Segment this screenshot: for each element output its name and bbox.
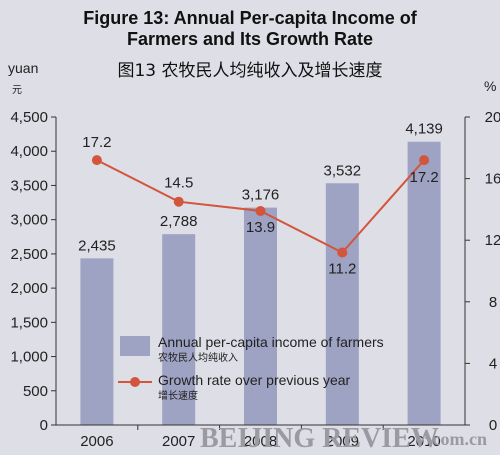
growth-rate-label: 17.2 (82, 134, 111, 151)
left-tick-label: 4,000 (10, 143, 48, 160)
income-bar-label: 2,435 (78, 237, 116, 254)
right-tick-label: 20 (485, 109, 500, 126)
income-bar (80, 258, 114, 425)
left-tick-label: 1,500 (10, 314, 48, 331)
legend-bar-label: Annual per-capita income of farmers (158, 334, 384, 350)
watermark: BEIJING REVIEW (200, 423, 439, 454)
growth-rate-point (255, 205, 266, 216)
right-tick-label: 4 (489, 355, 497, 372)
x-tick-label: 2006 (80, 433, 113, 450)
chart-title-line-2: Farmers and Its Growth Rate (127, 29, 373, 49)
left-axis-unit-cn: 元 (12, 85, 22, 96)
income-bar (407, 141, 441, 426)
income-bar (244, 207, 277, 425)
growth-rate-label: 11.2 (328, 261, 356, 278)
chart-title-line-1: Figure 13: Annual Per-capita Income of (83, 8, 417, 28)
x-tick-label: 2007 (162, 433, 195, 450)
growth-rate-label: 13.9 (246, 219, 275, 236)
left-tick-label: 500 (23, 383, 48, 400)
x-tick-label: 2009 (326, 433, 359, 450)
left-tick-label: 4,500 (10, 109, 48, 126)
left-tick-label: 0 (40, 417, 48, 434)
legend-line-label: Growth rate over previous year (158, 372, 351, 388)
income-bar-label: 3,532 (324, 162, 362, 179)
income-bar-label: 3,176 (242, 187, 280, 204)
legend-bar-swatch (120, 336, 150, 356)
right-tick-label: 8 (489, 294, 497, 311)
chart-title-cn: 图13 农牧民人均纯收入及增长速度 (117, 61, 382, 81)
right-tick-label: 12 (485, 232, 500, 249)
bar-label-group: 2,435 2,788 3,176 3,532 4,139 (78, 121, 443, 255)
left-tick-label: 1,000 (10, 349, 48, 366)
growth-rate-label: 17.2 (409, 169, 438, 186)
left-tick-label: 3,000 (10, 212, 48, 229)
legend-line-marker (130, 377, 140, 387)
income-bar-label: 4,139 (405, 121, 443, 138)
growth-rate-label: 14.5 (164, 175, 193, 192)
growth-rate-point (91, 155, 102, 166)
legend-bar-label-cn: 农牧民人均纯收入 (158, 351, 238, 364)
legend-line-label-cn: 增长速度 (158, 389, 198, 402)
left-tick-label: 2,000 (10, 280, 48, 297)
right-axis-ticks: 0 4 8 12 16 20 (465, 109, 500, 434)
left-tick-label: 2,500 (10, 246, 48, 263)
right-tick-label: 0 (489, 417, 497, 434)
x-tick-label: 2010 (407, 433, 440, 450)
bar-group (80, 141, 441, 426)
growth-line-group (91, 155, 430, 258)
rate-label-group: 17.2 14.5 13.9 11.2 17.2 (82, 134, 438, 277)
watermark-suffix: .com.cn (428, 429, 487, 449)
income-bar (162, 234, 196, 425)
income-bar (325, 183, 359, 425)
growth-rate-point (419, 155, 430, 166)
left-axis-unit: yuan (8, 60, 38, 76)
x-axis-ticks: 2006 2007 2008 2009 2010 (80, 425, 441, 450)
growth-rate-point (337, 247, 348, 258)
legend: Annual per-capita income of farmers 农牧民人… (118, 334, 384, 402)
right-axis-unit: % (484, 78, 496, 94)
left-axis-ticks: 0 500 1,000 1,500 2,000 2,500 3,000 3,500 4,000 4… (10, 109, 56, 434)
right-tick-label: 16 (485, 171, 500, 188)
income-bar-label: 2,788 (160, 213, 198, 230)
growth-rate-point (173, 196, 184, 207)
left-tick-label: 3,500 (10, 177, 48, 194)
x-tick-label: 2008 (244, 433, 277, 450)
